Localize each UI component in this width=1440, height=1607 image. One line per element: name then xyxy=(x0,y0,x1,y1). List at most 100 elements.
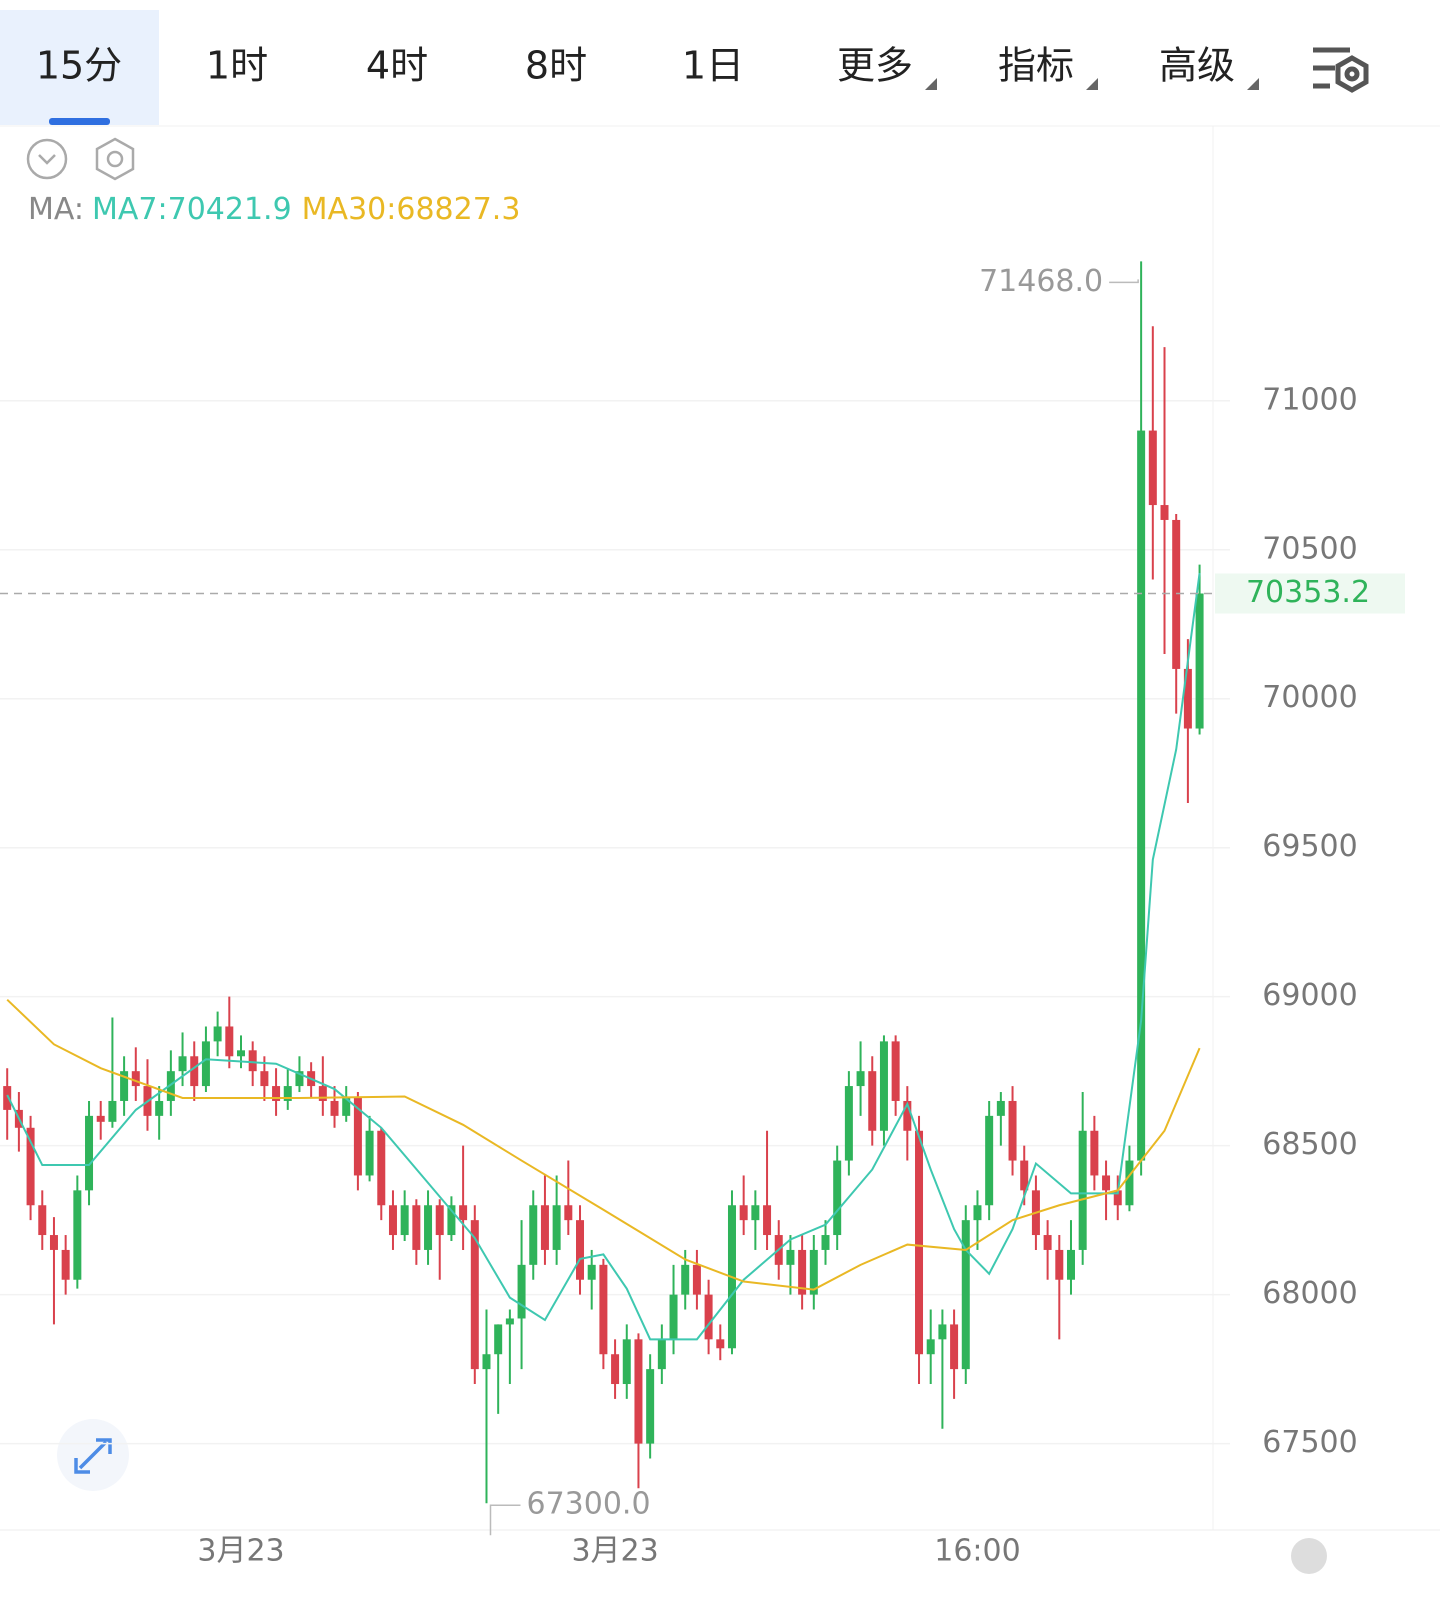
tab[interactable]: 8时 xyxy=(525,44,587,88)
collapse-icon[interactable] xyxy=(26,138,68,180)
ma30-label: MA30:68827.3 xyxy=(302,192,521,227)
dropdown-caret xyxy=(1247,78,1259,90)
y-tick-label: 70000 xyxy=(1262,680,1357,715)
candle-body xyxy=(1055,1249,1064,1280)
annotation-label: 67300.0 xyxy=(526,1487,650,1522)
candle-body xyxy=(85,1115,94,1191)
tab[interactable]: 高级 xyxy=(1159,44,1235,88)
candle-body xyxy=(1102,1175,1111,1191)
candle-body xyxy=(669,1294,678,1340)
ma-line xyxy=(6,998,1201,1291)
last-price-label: 70353.2 xyxy=(1246,575,1370,610)
tab[interactable]: 4时 xyxy=(366,44,428,88)
candle-body xyxy=(225,1026,234,1057)
candle-body xyxy=(73,1190,82,1280)
candle-body xyxy=(108,1100,117,1122)
candle-body xyxy=(763,1205,772,1236)
candle-body xyxy=(1195,593,1204,729)
candle-body xyxy=(272,1086,281,1101)
logo-badge xyxy=(1291,1538,1327,1574)
candle-body xyxy=(3,1086,12,1110)
candle-body xyxy=(1066,1249,1075,1280)
candle-body xyxy=(505,1318,514,1325)
candle-body xyxy=(529,1205,538,1265)
candle-body xyxy=(424,1205,433,1250)
candle-body xyxy=(26,1127,35,1206)
candle-body xyxy=(388,1205,397,1236)
candle-body xyxy=(646,1369,655,1444)
candle-body xyxy=(435,1205,444,1236)
candle-body xyxy=(377,1130,386,1206)
candle-body xyxy=(716,1339,725,1349)
candle-body xyxy=(237,1050,245,1057)
candle-body xyxy=(1090,1130,1099,1176)
candle-body xyxy=(821,1235,830,1250)
tab[interactable]: 指标 xyxy=(998,44,1074,88)
y-tick-label: 69000 xyxy=(1262,978,1357,1013)
tab[interactable]: 15分 xyxy=(36,44,122,88)
candle-body xyxy=(190,1056,199,1087)
tab[interactable]: 1日 xyxy=(682,44,744,88)
candle-body xyxy=(587,1264,596,1280)
candle-body xyxy=(447,1205,456,1236)
candle-body xyxy=(49,1235,58,1250)
candle-body xyxy=(131,1071,140,1087)
candle-body xyxy=(201,1041,210,1087)
candle-body xyxy=(1078,1130,1087,1250)
y-tick-label: 68000 xyxy=(1262,1276,1357,1311)
candle-body xyxy=(1113,1190,1122,1206)
candle-body xyxy=(260,1071,269,1087)
candle-body xyxy=(985,1115,994,1206)
tab[interactable]: 1时 xyxy=(206,44,268,88)
annotation-leader xyxy=(1109,279,1139,284)
candle-body xyxy=(61,1249,70,1280)
candle-body xyxy=(833,1160,842,1236)
candle-body xyxy=(96,1115,105,1122)
candle-body xyxy=(938,1324,947,1340)
expand-button[interactable] xyxy=(57,1419,129,1491)
settings-icon[interactable] xyxy=(1313,47,1369,93)
candle-body xyxy=(1183,668,1192,729)
x-tick-label: 3月23 xyxy=(197,1534,284,1569)
last-price-box xyxy=(1215,573,1405,614)
candle-body xyxy=(564,1205,573,1221)
ma-legend: MA: MA7:70421.9 MA30:68827.3 xyxy=(28,192,520,227)
candle-body xyxy=(1160,505,1169,520)
candle-body xyxy=(634,1339,643,1444)
candle-body xyxy=(1125,1160,1134,1206)
y-tick-label: 71000 xyxy=(1262,382,1357,417)
dropdown-caret xyxy=(1086,78,1098,90)
candle-body xyxy=(330,1100,339,1116)
candle-body xyxy=(786,1249,795,1265)
candle-body xyxy=(926,1339,935,1355)
candle-body xyxy=(657,1339,666,1370)
active-tab-bg xyxy=(0,10,159,125)
candle-body xyxy=(622,1339,631,1385)
candle-body xyxy=(915,1130,924,1355)
candle-body xyxy=(856,1071,865,1087)
candle-body xyxy=(353,1097,362,1176)
y-tick-label: 69500 xyxy=(1262,829,1357,864)
candle-body xyxy=(950,1324,959,1370)
candle-body xyxy=(1137,430,1146,1161)
candle-body xyxy=(681,1264,690,1295)
candle-body xyxy=(599,1264,608,1355)
candle-body xyxy=(552,1205,561,1250)
gear-icon[interactable] xyxy=(95,137,135,181)
tab[interactable]: 更多 xyxy=(837,44,913,88)
candle-body xyxy=(692,1264,701,1295)
candle-body xyxy=(38,1205,47,1236)
ma-prefix: MA: xyxy=(28,192,84,227)
dropdown-caret xyxy=(925,78,937,90)
candle-body xyxy=(178,1056,187,1072)
candle-body xyxy=(400,1205,409,1236)
candle-body xyxy=(540,1205,549,1250)
candle-body xyxy=(1043,1235,1052,1250)
candle-body xyxy=(1172,519,1181,669)
candle-body xyxy=(365,1130,374,1176)
candle-body xyxy=(342,1097,351,1116)
candle-body xyxy=(248,1050,257,1072)
ma7-label: MA7:70421.9 xyxy=(92,192,292,227)
